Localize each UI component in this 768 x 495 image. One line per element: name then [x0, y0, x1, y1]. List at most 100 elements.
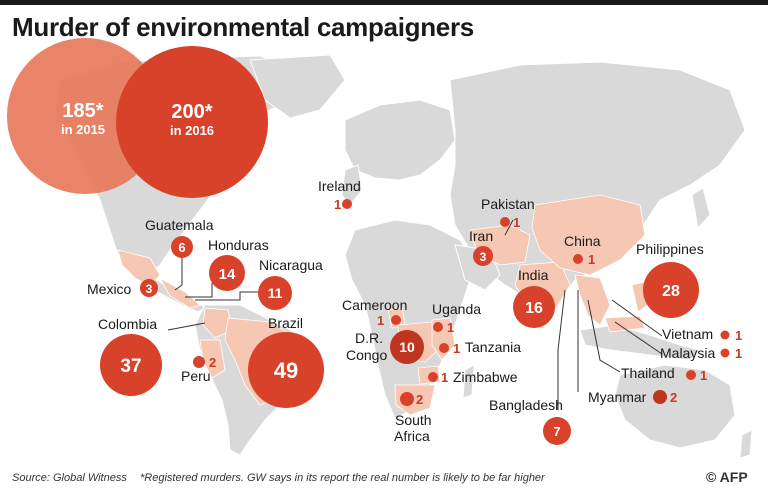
vietnam-count: 1: [735, 328, 742, 343]
drcongo-label-line1: D.R.: [355, 330, 383, 346]
cameroon-label: Cameroon: [342, 297, 407, 313]
ireland-label: Ireland: [318, 178, 361, 194]
honduras-circle: [209, 255, 245, 291]
malaysia-dot: [720, 348, 730, 358]
pakistan-dot: [500, 217, 510, 227]
china-count: 1: [588, 252, 595, 267]
peru-shape: [199, 339, 226, 379]
drcongo-circle: [390, 330, 424, 364]
afp-logo: © AFP: [706, 469, 748, 485]
pakistan-count: 1: [513, 215, 520, 230]
vietnam-dot: [720, 330, 730, 340]
madagascar-land: [462, 364, 475, 399]
mexico-label: Mexico: [87, 281, 132, 297]
colombia-label: Colombia: [98, 316, 157, 332]
malaysia-shape: [604, 315, 646, 333]
colombia-count: 37: [120, 356, 141, 377]
uganda-count: 1: [447, 320, 454, 335]
leader-lines: [149, 219, 663, 410]
central-america-shape: [158, 276, 201, 309]
guatemala-count: 6: [178, 240, 185, 255]
philippines-count: 28: [662, 283, 680, 300]
tanzania-dot: [439, 343, 449, 353]
tanzania-count: 1: [453, 341, 460, 356]
ireland-count: 1: [334, 197, 341, 212]
mexico-count: 3: [146, 282, 153, 296]
total-2016-label: in 2016: [170, 123, 214, 138]
total-2015-label: in 2015: [61, 122, 105, 137]
footnote: *Registered murders. GW says in its repo…: [140, 472, 545, 484]
myanmar-label: Myanmar: [588, 389, 647, 405]
cameroon-count: 1: [377, 313, 384, 328]
southafrica-dot: [400, 392, 414, 406]
dot-values: 1 1 1 2 1 1 1 1 2 2 1 1 1: [209, 197, 742, 407]
total-2016-circle: [116, 46, 268, 198]
uganda-label: Uganda: [432, 301, 481, 317]
thailand-label: Thailand: [621, 365, 675, 381]
iran-circle: [473, 246, 493, 266]
zimbabwe-label: Zimbabwe: [453, 369, 518, 385]
colombia-circle: [100, 334, 162, 396]
vietnam-label: Vietnam: [662, 326, 713, 342]
honduras-leader: [185, 283, 213, 298]
ireland-dot: [342, 199, 352, 209]
bangladesh-circle: [543, 417, 571, 445]
peru-count: 2: [209, 355, 216, 370]
thailand-leader: [587, 299, 621, 373]
brazil-count: 49: [274, 358, 298, 383]
southafrica-label-line1: South: [395, 412, 432, 428]
nicaragua-leader: [195, 291, 262, 301]
uk-land: [341, 164, 363, 206]
bangladesh-count: 7: [553, 424, 560, 439]
pakistan-leader: [504, 219, 514, 236]
greenland-land: [249, 54, 346, 119]
iran-label: Iran: [469, 228, 493, 244]
honduras-count: 14: [219, 266, 236, 283]
china-dot: [573, 254, 583, 264]
colombia-leader: [167, 322, 206, 331]
australia-land: [614, 364, 736, 449]
malaysia-leader: [614, 321, 663, 355]
country-labels: Ireland Pakistan Iran China Philippines …: [87, 178, 715, 444]
uganda-dot: [433, 322, 443, 332]
colombia-shape: [202, 307, 233, 339]
zimbabwe-count: 1: [441, 370, 448, 385]
nicaragua-label: Nicaragua: [259, 257, 323, 273]
tanzania-label: Tanzania: [465, 339, 521, 355]
guatemala-label: Guatemala: [145, 217, 214, 233]
southafrica-label-line2: Africa: [394, 428, 430, 444]
india-circle: [513, 286, 555, 328]
thailand-dot: [686, 370, 696, 380]
guatemala-circle: [171, 236, 193, 258]
total-2015-value: 185*: [62, 100, 103, 122]
peru-label: Peru: [181, 368, 211, 384]
mexico-circle: [140, 279, 158, 297]
philippines-circle: [643, 262, 699, 318]
page-title: Murder of environmental campaigners: [12, 12, 474, 42]
country-circles: [100, 199, 699, 445]
nicaragua-count: 11: [268, 285, 283, 301]
peru-dot: [193, 356, 205, 368]
cameroon-dot: [391, 315, 401, 325]
source-note: Source: Global Witness: [12, 472, 127, 484]
top-rule: [0, 0, 768, 5]
asia-side-dots: [720, 330, 730, 358]
bangladesh-leader: [557, 289, 566, 410]
vietnam-leader: [611, 299, 663, 337]
bangladesh-label: Bangladesh: [489, 397, 563, 413]
zimbabwe-dot: [428, 372, 438, 382]
india-count: 16: [525, 300, 543, 317]
honduras-label: Honduras: [208, 237, 269, 253]
japan-land: [691, 187, 711, 230]
southafrica-count: 2: [416, 392, 423, 407]
malaysia-label: Malaysia: [660, 345, 715, 361]
china-label: China: [564, 233, 601, 249]
china-shape: [531, 194, 646, 276]
new-zealand-land: [739, 429, 753, 459]
myanmar-dot: [653, 390, 667, 404]
myanmar-count: 2: [670, 390, 677, 405]
circle-values: 3 28 16 6 14 11 3 37 49 10 7: [120, 240, 680, 439]
iran-count: 3: [480, 250, 487, 264]
europe-land: [344, 99, 456, 181]
